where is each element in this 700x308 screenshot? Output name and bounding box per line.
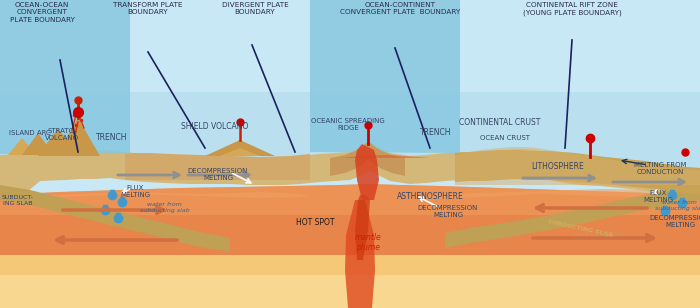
Text: HOT SPOT: HOT SPOT bbox=[295, 218, 335, 227]
Text: OCEAN CRUST: OCEAN CRUST bbox=[480, 135, 530, 141]
Polygon shape bbox=[205, 140, 275, 156]
Text: SUBDUCT-
ING SLAB: SUBDUCT- ING SLAB bbox=[2, 195, 34, 206]
Ellipse shape bbox=[260, 268, 440, 308]
Text: water from
subducting slab: water from subducting slab bbox=[140, 202, 190, 213]
Bar bbox=[0, 255, 700, 275]
Bar bbox=[0, 270, 700, 308]
Polygon shape bbox=[0, 143, 700, 200]
Polygon shape bbox=[310, 0, 460, 153]
Text: CONTINENTAL RIFT ZONE
(YOUNG PLATE BOUNDARY): CONTINENTAL RIFT ZONE (YOUNG PLATE BOUND… bbox=[523, 2, 622, 16]
Polygon shape bbox=[330, 142, 405, 176]
Polygon shape bbox=[125, 153, 310, 180]
Text: water from
subducting slab: water from subducting slab bbox=[655, 200, 700, 211]
Text: SUBDUCTING SLAB: SUBDUCTING SLAB bbox=[547, 219, 613, 237]
Polygon shape bbox=[0, 184, 700, 255]
Text: LITHOSPHERE: LITHOSPHERE bbox=[531, 162, 584, 171]
Text: mantle
plume: mantle plume bbox=[355, 233, 382, 252]
Text: CONTINENTAL CRUST: CONTINENTAL CRUST bbox=[459, 118, 540, 127]
Text: ASTHENOSPHERE: ASTHENOSPHERE bbox=[397, 192, 463, 201]
Polygon shape bbox=[420, 189, 700, 200]
Polygon shape bbox=[340, 155, 430, 158]
Text: DECOMPRESSION
MELTING: DECOMPRESSION MELTING bbox=[650, 215, 700, 228]
Polygon shape bbox=[455, 150, 700, 195]
Text: TRENCH: TRENCH bbox=[420, 128, 452, 137]
Text: TRENCH: TRENCH bbox=[97, 133, 127, 142]
Polygon shape bbox=[355, 144, 379, 200]
Text: subducting slab: subducting slab bbox=[573, 232, 623, 237]
Polygon shape bbox=[445, 185, 700, 248]
Polygon shape bbox=[0, 185, 230, 252]
Ellipse shape bbox=[200, 248, 500, 308]
Text: TRANSFORM PLATE
BOUNDARY: TRANSFORM PLATE BOUNDARY bbox=[113, 2, 183, 15]
Text: DIVERGENT PLATE
BOUNDARY: DIVERGENT PLATE BOUNDARY bbox=[222, 2, 288, 15]
Text: ISLAND ARC: ISLAND ARC bbox=[9, 130, 51, 136]
Text: OCEAN-CONTINENT
CONVERGENT PLATE  BOUNDARY: OCEAN-CONTINENT CONVERGENT PLATE BOUNDAR… bbox=[340, 2, 460, 15]
Text: DECOMPRESSION
MELTING: DECOMPRESSION MELTING bbox=[418, 205, 478, 218]
Polygon shape bbox=[38, 128, 78, 156]
Text: SHIELD VOLCANO: SHIELD VOLCANO bbox=[181, 122, 248, 131]
Polygon shape bbox=[345, 200, 375, 308]
Polygon shape bbox=[22, 133, 54, 155]
Text: DECOMPRESSION
MELTING: DECOMPRESSION MELTING bbox=[188, 168, 248, 181]
Text: FLUX
MELTING: FLUX MELTING bbox=[643, 190, 673, 203]
Polygon shape bbox=[455, 147, 700, 185]
Polygon shape bbox=[0, 184, 700, 215]
Polygon shape bbox=[355, 195, 370, 260]
Polygon shape bbox=[0, 92, 700, 169]
Text: STRATO-
VOLCANO: STRATO- VOLCANO bbox=[45, 128, 79, 141]
Polygon shape bbox=[8, 138, 36, 155]
Text: OCEANIC SPREADING
RIDGE: OCEANIC SPREADING RIDGE bbox=[311, 118, 385, 131]
Text: FLUX
MELTING: FLUX MELTING bbox=[120, 185, 150, 198]
Text: MELTING FROM
CONDUCTION: MELTING FROM CONDUCTION bbox=[634, 162, 686, 175]
Polygon shape bbox=[220, 148, 260, 156]
Polygon shape bbox=[0, 192, 310, 200]
Text: OCEAN-OCEAN
CONVERGENT
PLATE BOUNDARY: OCEAN-OCEAN CONVERGENT PLATE BOUNDARY bbox=[10, 2, 74, 23]
Polygon shape bbox=[0, 0, 130, 154]
Polygon shape bbox=[56, 118, 100, 156]
Polygon shape bbox=[0, 0, 700, 169]
